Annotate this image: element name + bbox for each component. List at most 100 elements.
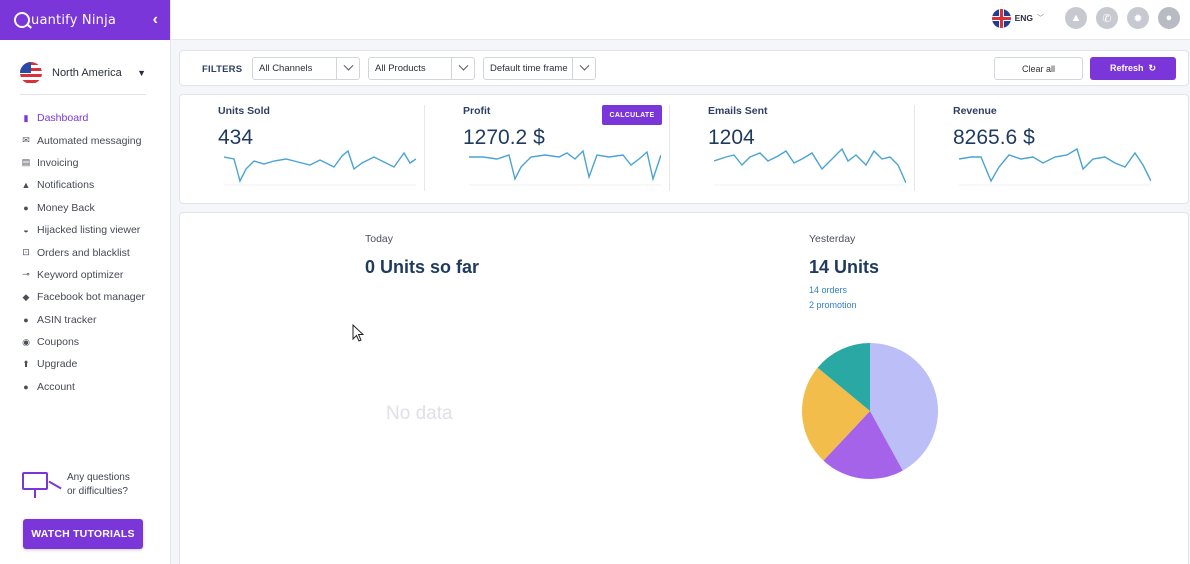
- sidebar-item-facebook-bot-manager[interactable]: ◆ Facebook bot manager: [0, 286, 170, 308]
- channels-value: All Channels: [259, 63, 313, 74]
- sidebar-item-label: Dashboard: [37, 112, 89, 125]
- chevron-down-icon[interactable]: ﹀: [1037, 15, 1044, 22]
- sidebar-item-label: Orders and blacklist: [37, 246, 130, 259]
- gear-icon[interactable]: ✹: [1127, 7, 1149, 29]
- user-icon: ●: [23, 381, 29, 392]
- stat-revenue: Revenue 8265.6 $: [915, 95, 1160, 203]
- arrow-up-icon: ⬆: [22, 358, 30, 369]
- coupon-icon: ◉: [22, 336, 30, 347]
- presentation-board-icon: [20, 470, 62, 500]
- filters-bar: FILTERS All Channels All Products Defaul…: [179, 50, 1189, 86]
- emails-sparkline: [714, 147, 906, 186]
- chevron-down-icon: [336, 58, 359, 79]
- pie-slice-2: [802, 367, 870, 461]
- language-selector[interactable]: ENG: [1014, 13, 1033, 23]
- stat-value: 8265.6 $: [953, 126, 1035, 149]
- sidebar-item-coupons[interactable]: ◉ Coupons: [0, 331, 170, 353]
- chat-icon: ◆: [22, 291, 30, 302]
- stat-title: Revenue: [953, 105, 997, 117]
- sales-panel: Today 0 Units so far No data Yesterday 1…: [179, 212, 1189, 564]
- chevron-down-icon: [572, 58, 595, 79]
- sidebar-item-label: Hijacked listing viewer: [37, 224, 141, 237]
- sidebar-item-label: Keyword optimizer: [37, 268, 124, 281]
- yesterday-units: 14 Units: [809, 257, 880, 277]
- yesterday-pie-chart: [802, 343, 938, 479]
- watch-tutorials-button[interactable]: WATCH TUTORIALS: [23, 519, 143, 549]
- yesterday-label: Yesterday: [809, 233, 856, 245]
- sidebar-item-hijacked-listing-viewer[interactable]: ◒ Hijacked listing viewer: [0, 219, 170, 241]
- chevron-down-icon: [451, 58, 474, 79]
- key-icon: ⊸: [22, 269, 30, 280]
- stat-title: Emails Sent: [708, 105, 768, 117]
- units-sold-sparkline: [224, 149, 416, 186]
- uk-flag-icon[interactable]: [991, 8, 1011, 28]
- sidebar-item-label: Facebook bot manager: [37, 291, 145, 304]
- collapse-sidebar-icon[interactable]: ‹: [152, 11, 158, 28]
- invoice-icon: ▤: [21, 157, 31, 168]
- stat-units-sold: Units Sold 434: [180, 95, 425, 203]
- sidebar-item-orders-and-blacklist[interactable]: ⊡ Orders and blacklist: [0, 241, 170, 263]
- us-flag-icon: [20, 62, 42, 84]
- stats-row: Units Sold 434 Profit 1270.2 $ CALCULATE…: [179, 94, 1189, 204]
- region-selector[interactable]: North America ▼: [20, 62, 146, 95]
- sidebar-item-label: Coupons: [37, 336, 80, 349]
- sidebar-item-automated-messaging[interactable]: ✉ Automated messaging: [0, 129, 170, 151]
- dollar-icon: ●: [23, 314, 29, 325]
- caret-down-icon: ▼: [137, 68, 146, 78]
- dollar-icon: ●: [23, 202, 29, 213]
- top-bar: ENG ﹀ ▲ ✆ ✹ ●: [171, 0, 1190, 40]
- products-value: All Products: [375, 63, 426, 74]
- sidebar-item-label: Money Back: [37, 201, 95, 214]
- pie-slice-0: [870, 343, 938, 471]
- stat-value: 434: [218, 126, 254, 149]
- bell-icon[interactable]: ▲: [1065, 7, 1087, 29]
- sidebar-item-label: Automated messaging: [37, 134, 142, 147]
- phone-icon[interactable]: ✆: [1096, 7, 1118, 29]
- sidebar-item-dashboard[interactable]: ▮ Dashboard: [0, 107, 170, 129]
- sidebar-item-account[interactable]: ● Account: [0, 376, 170, 398]
- stat-value: 1270.2 $: [463, 126, 545, 149]
- timeframe-value: Default time frame: [490, 63, 568, 74]
- stat-emails-sent: Emails Sent 1204: [670, 95, 915, 203]
- avatar[interactable]: ●: [1158, 7, 1180, 29]
- stat-profit: Profit 1270.2 $ CALCULATE: [425, 95, 670, 203]
- help-line-2: or difficulties?: [67, 486, 128, 497]
- help-text: Any questions or difficulties?: [67, 471, 130, 499]
- orders-link[interactable]: 14 orders: [809, 285, 848, 295]
- clear-all-button[interactable]: Clear all: [994, 57, 1083, 80]
- products-select[interactable]: All Products: [368, 57, 475, 80]
- promotion-link[interactable]: 2 promotion: [809, 300, 857, 310]
- sidebar-item-upgrade[interactable]: ⬆ Upgrade: [0, 353, 170, 375]
- pie-slice-3: [817, 343, 870, 411]
- sidebar-item-keyword-optimizer[interactable]: ⊸ Keyword optimizer: [0, 264, 170, 286]
- sidebar-item-notifications[interactable]: ▲ Notifications: [0, 174, 170, 196]
- stat-title: Units Sold: [218, 105, 270, 117]
- sidebar-item-money-back[interactable]: ● Money Back: [0, 197, 170, 219]
- stat-value: 1204: [708, 126, 755, 149]
- help-block: Any questions or difficulties?: [20, 470, 130, 500]
- sidebar-item-label: Account: [37, 380, 75, 393]
- cart-icon: ⊡: [22, 247, 30, 258]
- help-line-1: Any questions: [67, 472, 130, 483]
- mouse-cursor-icon: [352, 324, 365, 342]
- sidebar-item-invoicing[interactable]: ▤ Invoicing: [0, 152, 170, 174]
- sidebar-item-asin-tracker[interactable]: ● ASIN tracker: [0, 309, 170, 331]
- pie-slice-1: [823, 411, 903, 479]
- profit-sparkline: [469, 149, 661, 186]
- top-actions: ENG ﹀ ▲ ✆ ✹ ●: [991, 7, 1180, 29]
- channels-select[interactable]: All Channels: [252, 57, 360, 80]
- filters-label: FILTERS: [202, 64, 243, 75]
- sidebar-item-label: Upgrade: [37, 358, 78, 371]
- sidebar-item-label: Notifications: [37, 179, 95, 192]
- no-data-text: No data: [386, 403, 453, 424]
- calculate-button[interactable]: CALCULATE: [602, 105, 662, 125]
- brand-logo[interactable]: uantify Ninja: [14, 12, 116, 28]
- brand-bar: uantify Ninja ‹: [0, 0, 170, 40]
- region-name: North America: [52, 67, 122, 79]
- refresh-label: Refresh: [1109, 63, 1144, 73]
- revenue-sparkline: [959, 147, 1151, 186]
- refresh-icon: ↻: [1145, 63, 1157, 73]
- today-units: 0 Units so far: [365, 257, 480, 277]
- refresh-button[interactable]: Refresh ↻: [1090, 57, 1176, 80]
- timeframe-select[interactable]: Default time frame: [483, 57, 596, 80]
